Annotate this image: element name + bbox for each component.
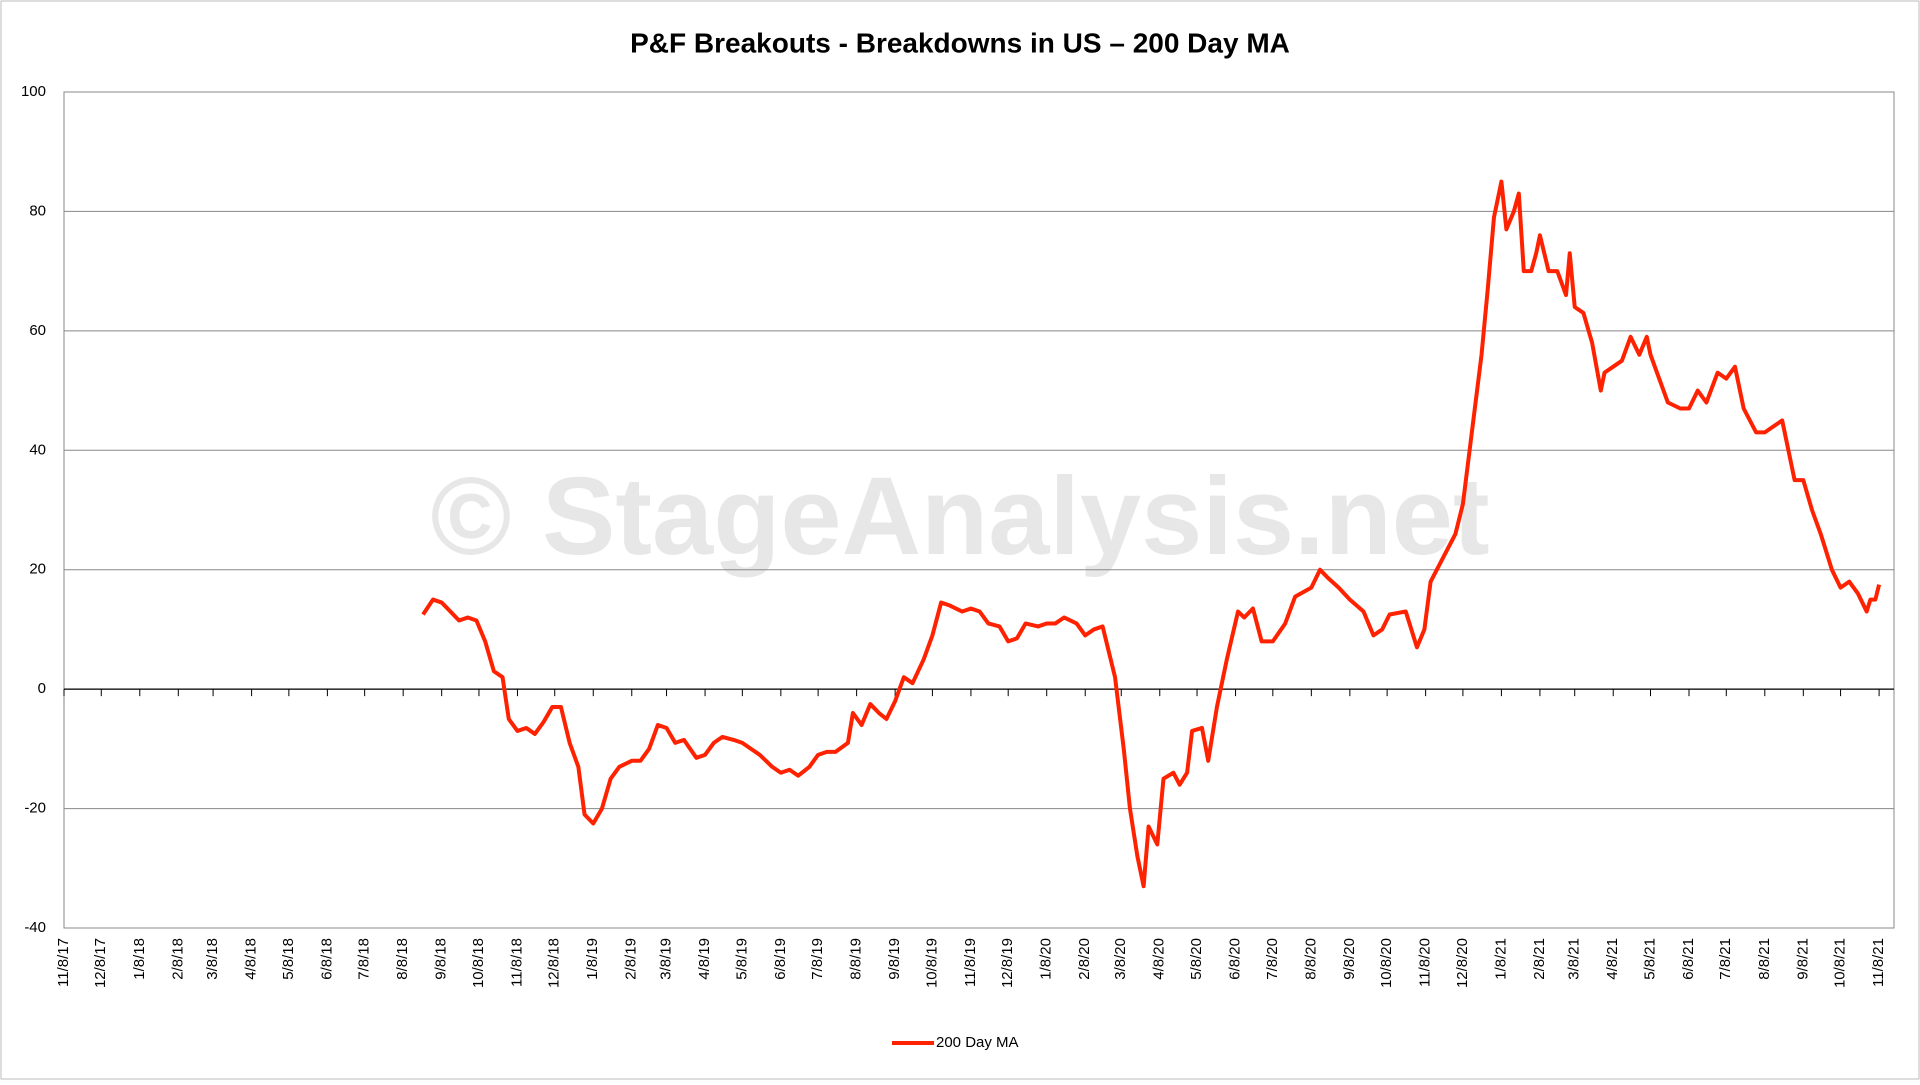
data-line bbox=[421, 179, 1882, 889]
y-tick-label: 40 bbox=[29, 441, 46, 458]
x-tick-label: 11/8/19 bbox=[962, 938, 979, 987]
x-tick-label: 9/8/19 bbox=[886, 938, 903, 980]
x-tick-label: 1/8/21 bbox=[1492, 938, 1509, 980]
x-tick-label: 2/8/21 bbox=[1531, 938, 1548, 980]
x-tick-label: 2/8/19 bbox=[623, 938, 640, 980]
x-tick-label: 4/8/20 bbox=[1151, 938, 1168, 980]
x-tick-label: 2/8/18 bbox=[169, 938, 186, 980]
x-tick-label: 6/8/18 bbox=[318, 938, 335, 980]
x-tick-label: 4/8/21 bbox=[1604, 938, 1621, 980]
x-tick-label: 7/8/21 bbox=[1717, 938, 1734, 980]
y-tick-label: -40 bbox=[24, 919, 46, 936]
x-tick-label: 10/8/18 bbox=[470, 938, 487, 988]
x-tick-label: 8/8/20 bbox=[1302, 938, 1319, 980]
x-tick-label: 3/8/21 bbox=[1566, 938, 1583, 980]
x-tick-label: 4/8/18 bbox=[243, 938, 260, 980]
x-tick-label: 1/8/20 bbox=[1038, 938, 1055, 980]
x-tick-label: 7/8/20 bbox=[1264, 938, 1281, 980]
x-tick-label: 8/8/21 bbox=[1756, 938, 1773, 980]
x-tick-label: 1/8/19 bbox=[584, 938, 601, 980]
x-tick-label: 5/8/19 bbox=[733, 938, 750, 980]
x-tick-label: 9/8/20 bbox=[1341, 938, 1358, 980]
x-tick-label: 12/8/17 bbox=[92, 938, 109, 988]
x-tick-label: 12/8/19 bbox=[999, 938, 1016, 988]
x-tick-label: 9/8/21 bbox=[1794, 938, 1811, 980]
x-tick-label: 5/8/20 bbox=[1188, 938, 1205, 980]
y-tick-label: 0 bbox=[38, 680, 46, 697]
chart-title: P&F Breakouts - Breakdowns in US – 200 D… bbox=[630, 27, 1290, 58]
x-tick-label: 7/8/19 bbox=[809, 938, 826, 980]
y-tick-label: 80 bbox=[29, 202, 46, 219]
x-tick-label: 11/8/21 bbox=[1870, 938, 1887, 987]
x-tick-label: 4/8/19 bbox=[696, 938, 713, 980]
watermark: © StageAnalysis.net bbox=[430, 455, 1489, 578]
x-tick-label: 11/8/18 bbox=[508, 938, 525, 987]
x-tick-label: 11/8/17 bbox=[55, 938, 72, 987]
y-tick-label: 20 bbox=[29, 561, 46, 578]
x-tick-label: 2/8/20 bbox=[1076, 938, 1093, 980]
legend-label: 200 Day MA bbox=[936, 1034, 1019, 1051]
x-tick-label: 12/8/18 bbox=[546, 938, 563, 988]
x-tick-label: 10/8/19 bbox=[923, 938, 940, 988]
x-tick-label: 6/8/20 bbox=[1227, 938, 1244, 980]
x-tick-label: 12/8/20 bbox=[1454, 938, 1471, 988]
x-tick-label: 3/8/18 bbox=[204, 938, 221, 980]
y-tick-label: 60 bbox=[29, 322, 46, 339]
x-tick-label: 6/8/19 bbox=[772, 938, 789, 980]
x-tick-label: 11/8/20 bbox=[1417, 938, 1434, 987]
y-tick-label: 100 bbox=[21, 83, 46, 100]
x-tick-label: 3/8/20 bbox=[1112, 938, 1129, 980]
x-tick-label: 10/8/20 bbox=[1378, 938, 1395, 988]
x-tick-label: 8/8/19 bbox=[848, 938, 865, 980]
x-tick-label: 3/8/19 bbox=[658, 938, 675, 980]
x-tick-label: 10/8/21 bbox=[1832, 938, 1849, 988]
x-tick-label: 9/8/18 bbox=[433, 938, 450, 980]
x-tick-label: 7/8/18 bbox=[356, 938, 373, 980]
y-tick-label: -20 bbox=[24, 800, 46, 817]
x-tick-label: 8/8/18 bbox=[394, 938, 411, 980]
x-tick-label: 6/8/21 bbox=[1680, 938, 1697, 980]
x-tick-label: 5/8/18 bbox=[280, 938, 297, 980]
x-tick-label: 5/8/21 bbox=[1641, 938, 1658, 980]
x-tick-label: 1/8/18 bbox=[131, 938, 148, 980]
